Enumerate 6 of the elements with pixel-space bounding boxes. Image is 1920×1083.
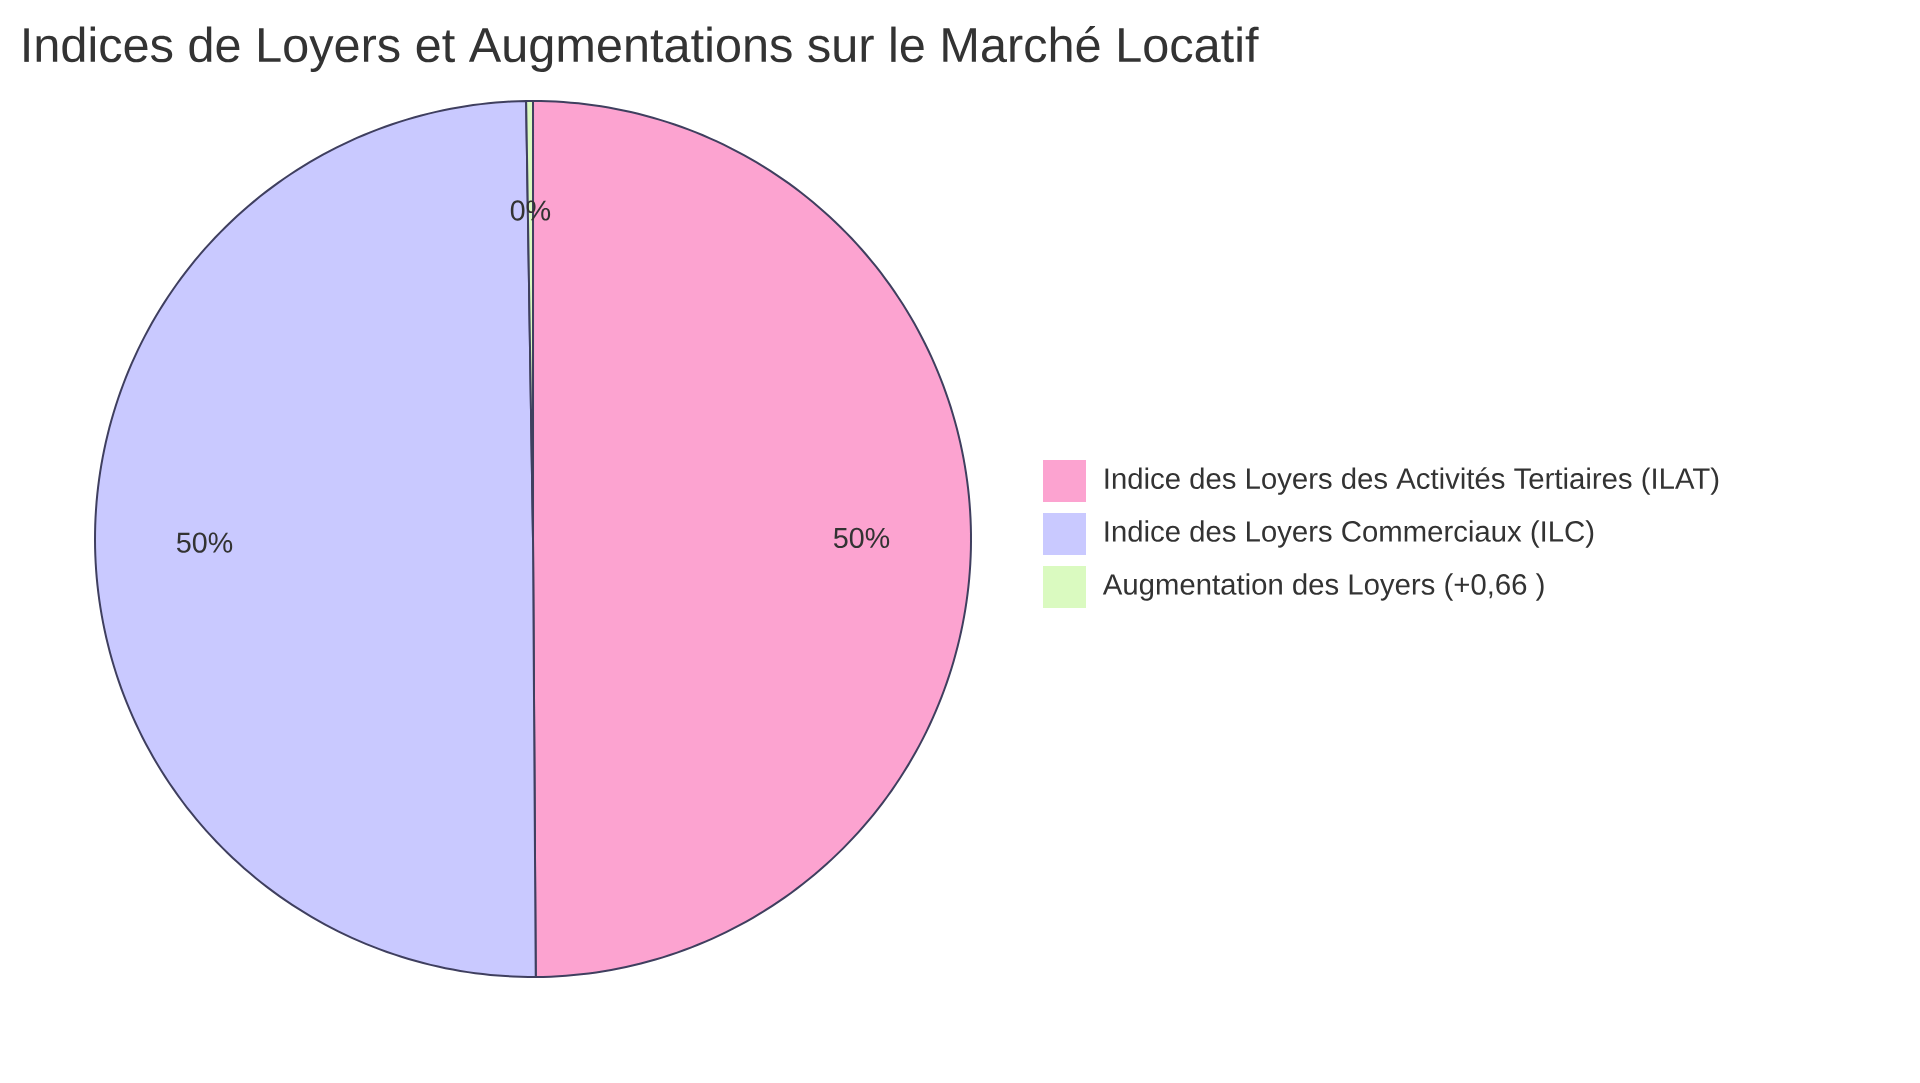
data-label: 50%: [176, 532, 233, 553]
data-label: 50%: [833, 527, 890, 549]
legend-label: Augmentation des Loyers (+0,66 ): [1102, 573, 1544, 601]
legend-label: Indice des Loyers des Activités Tertiaires (ILAT): [1105, 467, 1719, 495]
legend-label: Indice des Loyers Commerciaux (ILC): [1105, 520, 1594, 548]
chart-title: Indices de Loyers et Augmentations sur le Marché Locatif: [24, 26, 1259, 72]
